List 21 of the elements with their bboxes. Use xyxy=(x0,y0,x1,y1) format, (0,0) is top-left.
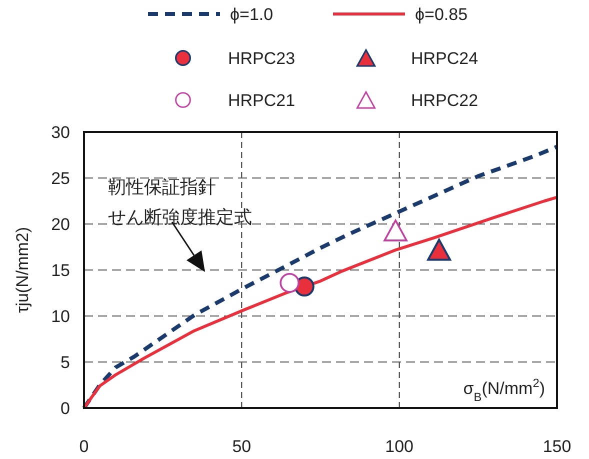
legend-label: HRPC22 xyxy=(411,91,478,110)
legend-label: HRPC23 xyxy=(228,49,296,68)
legend-label: ϕ=1.0 xyxy=(230,5,274,24)
y-tick-label: 0 xyxy=(60,399,70,418)
legend-label: HRPC24 xyxy=(411,49,478,68)
x-tick-label: 0 xyxy=(79,437,89,456)
x-tick-label: 150 xyxy=(542,437,572,456)
y-tick-label: 25 xyxy=(51,169,70,188)
y-axis-title: τju(N/mm2) xyxy=(13,226,32,314)
y-tick-label: 20 xyxy=(51,215,70,234)
x-tick-label: 100 xyxy=(385,437,414,456)
y-tick-label: 30 xyxy=(51,123,70,142)
annotation: 靭性保証指針 xyxy=(108,177,216,197)
y-tick-label: 5 xyxy=(60,353,70,372)
y-tick-label: 15 xyxy=(51,261,70,280)
annotation: せん断強度推定式 xyxy=(108,207,252,227)
legend-label: ϕ=0.85 xyxy=(415,5,468,24)
y-tick-label: 10 xyxy=(51,307,70,326)
legend-label: HRPC21 xyxy=(228,91,296,110)
x-tick-label: 50 xyxy=(232,437,252,456)
x-axis-title: σ$_{B}$(N/mm$^{2}$) xyxy=(463,376,545,404)
